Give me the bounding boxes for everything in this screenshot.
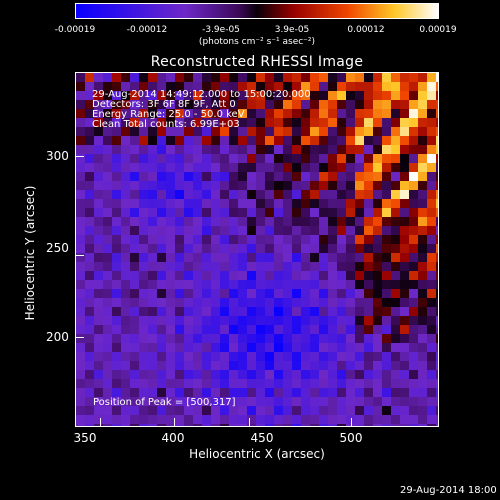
- y-tick-label: 250: [46, 241, 69, 255]
- colorbar-tick-label: 0.00012: [347, 25, 385, 35]
- x-tick-mark: [174, 418, 175, 426]
- info-peak-position: Position of Peak = [500,317]: [93, 397, 236, 408]
- colorbar-tick-label: -0.00019: [54, 25, 96, 35]
- colorbar-tick-label: -3.9e-05: [202, 25, 240, 35]
- x-tick-label: 350: [73, 431, 97, 445]
- colorbar-tick-label: 3.9e-05: [274, 25, 310, 35]
- y-axis-label: Heliocentric Y (arcsec): [23, 185, 37, 321]
- info-energy: Energy Range: 25.0 - 50.0 keV: [92, 109, 245, 120]
- x-tick-mark: [351, 418, 352, 426]
- rhessi-image-plot: 29-Aug-2014 14:49:12.000 to 15:00:20.000…: [75, 72, 439, 427]
- colorbar-unit-label: (photons cm⁻² s⁻¹ asec⁻²): [198, 37, 316, 47]
- x-tick-mark: [100, 418, 101, 426]
- y-tick-label: 300: [46, 149, 69, 163]
- info-time: 29-Aug-2014 14:49:12.000 to 15:00:20.000: [92, 89, 311, 100]
- info-clean: Clean Total counts: 6.99E+03: [92, 119, 240, 130]
- x-tick-label: 500: [339, 431, 363, 445]
- colorbar: [75, 3, 439, 19]
- y-tick-mark: [76, 156, 84, 157]
- x-axis-label: Heliocentric X (arcsec): [189, 447, 325, 461]
- y-tick-label: 200: [46, 330, 69, 344]
- x-tick-label: 400: [161, 431, 185, 445]
- x-tick-mark: [249, 418, 250, 426]
- colorbar-tick-label: 0.00019: [419, 25, 457, 35]
- heatmap-image: [76, 73, 438, 426]
- y-tick-mark: [76, 337, 84, 338]
- plot-title: Reconstructed RHESSI Image: [150, 54, 364, 70]
- x-tick-label: 450: [250, 431, 274, 445]
- colorbar-tick-label: -0.00012: [126, 25, 168, 35]
- y-tick-mark: [76, 255, 84, 256]
- plot-timestamp: 29-Aug-2014 18:00: [400, 485, 497, 496]
- info-detectors: Detectors: 3F 6F 8F 9F, Att 0: [92, 99, 236, 110]
